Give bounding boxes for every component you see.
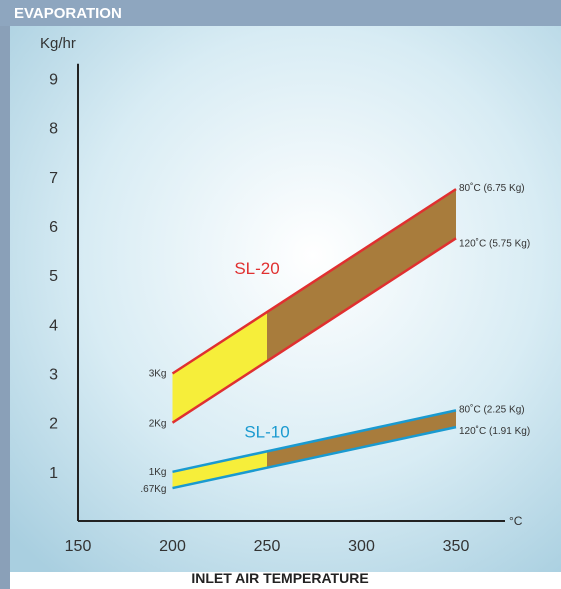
series-label-sl-20: SL-20: [234, 259, 279, 278]
end-upper-label: 80˚C (6.75 Kg): [459, 182, 525, 194]
start-upper-label: 3Kg: [149, 369, 167, 380]
y-tick-label: 7: [49, 170, 58, 187]
band-high-temp-0: [267, 189, 456, 362]
y-tick-label: 1: [49, 465, 58, 482]
x-tick-label: 150: [65, 538, 92, 555]
y-ticks: 1 2 3 4 5 6 7 8 9: [49, 72, 58, 482]
y-tick-label: 5: [49, 268, 58, 285]
start-lower-label: 2Kg: [149, 419, 167, 430]
series-labels: SL-20 SL-10: [234, 259, 289, 441]
y-tick-label: 9: [49, 72, 58, 89]
series-lines: [171, 188, 457, 490]
annotations: 3Kg 2Kg 80˚C (6.75 Kg) 120˚C (5.75 Kg) 1Kg .6…: [140, 182, 530, 495]
x-tick-label: 250: [254, 538, 281, 555]
end-lower-label: 120˚C (1.91 Kg): [459, 425, 530, 437]
end-upper-label: 80˚C (2.25 Kg): [459, 403, 525, 415]
x-axis-unit: °C: [509, 514, 523, 528]
y-tick-label: 3: [49, 367, 58, 384]
y-tick-label: 6: [49, 219, 58, 236]
start-upper-label: 1Kg: [149, 467, 167, 478]
end-lower-label: 120˚C (5.75 Kg): [459, 237, 530, 249]
y-tick-label: 8: [49, 121, 58, 138]
series-upper-line-0: [171, 188, 457, 375]
start-lower-label: .67Kg: [140, 484, 166, 495]
x-ticks: 150 200 250 300 350: [65, 538, 470, 555]
chart-title: EVAPORATION: [14, 5, 122, 22]
x-axis-title: INLET AIR TEMPERATURE: [191, 570, 368, 586]
series-lower-line-0: [171, 237, 457, 424]
series-upper-line-1: [172, 409, 457, 474]
series-label-sl-10: SL-10: [244, 422, 289, 441]
x-tick-label: 300: [348, 538, 375, 555]
title-bar: [0, 0, 561, 26]
y-tick-label: 2: [49, 416, 58, 433]
series-bands: [172, 189, 456, 489]
left-edge-band: [0, 0, 10, 589]
y-axis-label: Kg/hr: [40, 35, 76, 52]
x-tick-label: 350: [443, 538, 470, 555]
series-lower-line-1: [172, 425, 457, 490]
band-low-temp-0: [172, 312, 267, 423]
band-high-temp-1: [267, 410, 456, 468]
x-tick-label: 200: [159, 538, 186, 555]
band-low-temp-1: [172, 451, 267, 489]
y-tick-label: 4: [49, 317, 58, 334]
